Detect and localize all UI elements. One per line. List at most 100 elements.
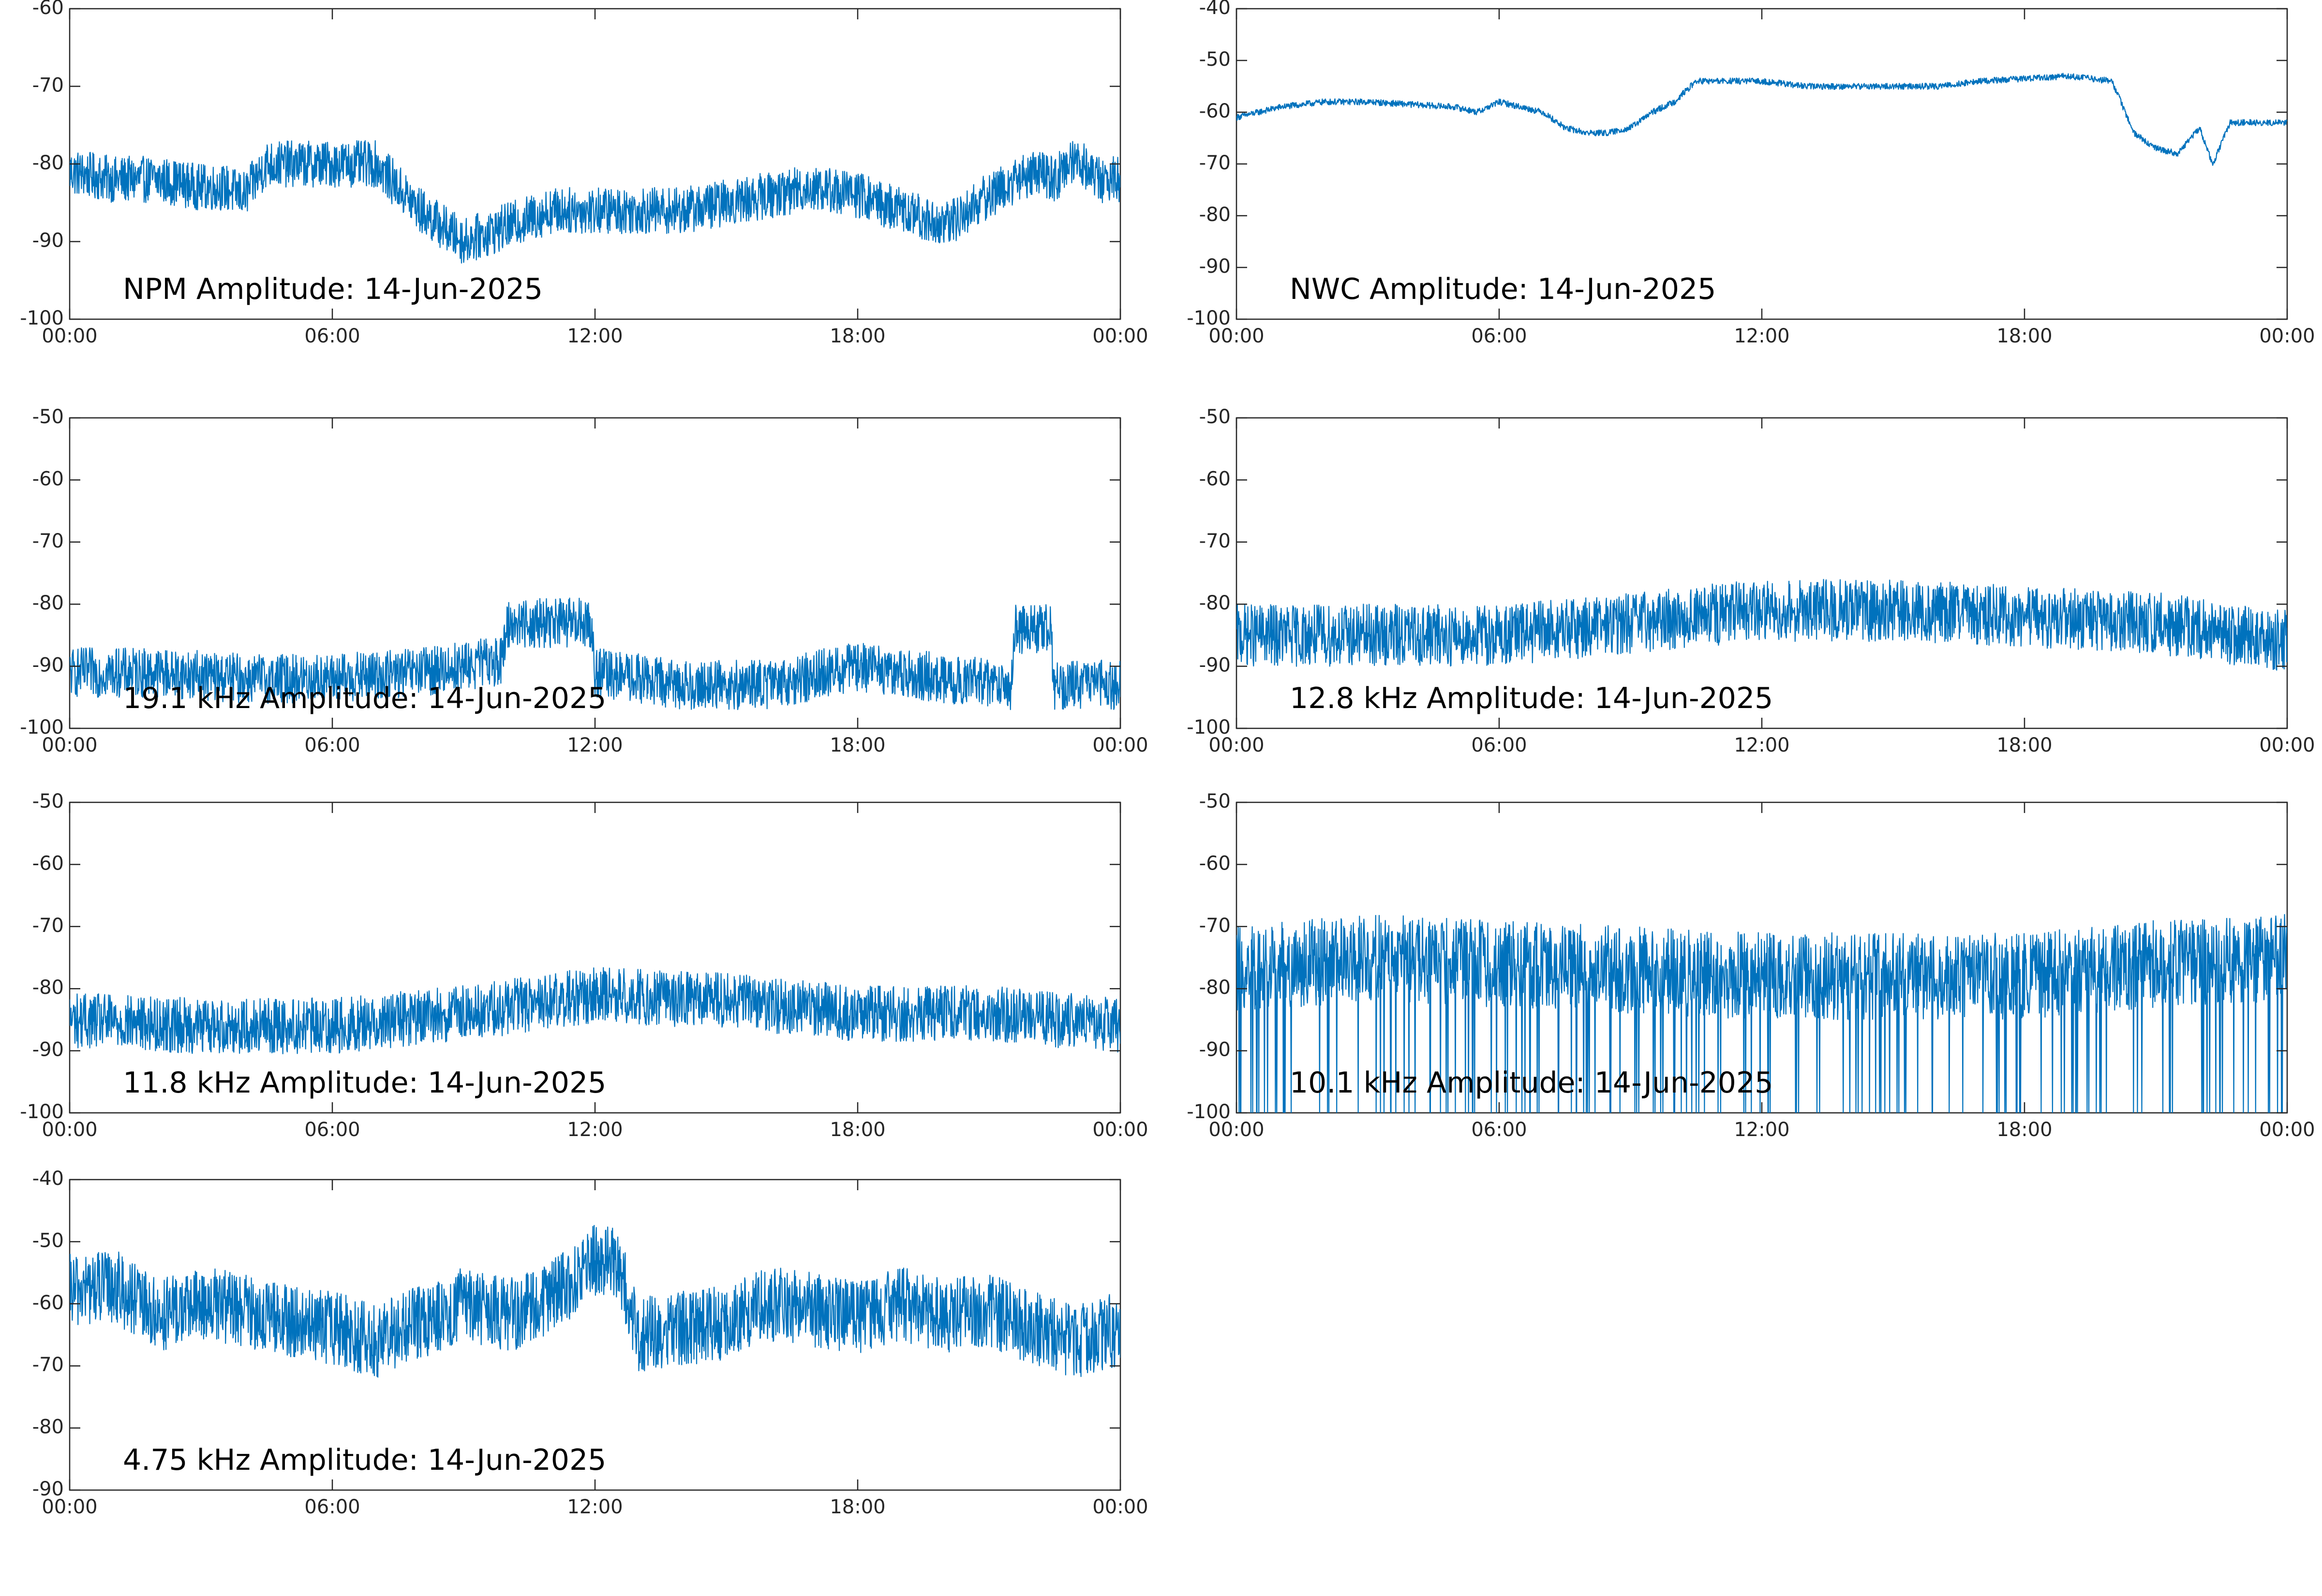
y-tick-label: -80 [32, 592, 64, 614]
x-tick-label: 18:00 [830, 734, 885, 756]
chart-title: 11.8 kHz Amplitude: 14-Jun-2025 [123, 1066, 606, 1100]
x-tick-label: 12:00 [1734, 734, 1789, 756]
y-tick-label: -80 [1199, 204, 1231, 226]
x-tick-label: 00:00 [1208, 1119, 1264, 1141]
y-tick-label: -50 [32, 1229, 64, 1252]
y-tick-label: -80 [1199, 976, 1231, 999]
x-tick-label: 00:00 [1208, 325, 1264, 347]
series-line [1236, 579, 2287, 671]
chart-panel: -90 -80 -70 -60 -50 -40 00:00 06:00 12:00 18:00 00… [32, 1167, 1148, 1518]
y-tick-label: -100 [1187, 1101, 1231, 1123]
plot-frame [69, 801, 1121, 1114]
x-tick-label: 00:00 [1092, 325, 1148, 347]
y-tick-label: -40 [32, 1167, 64, 1190]
y-tick-label: -70 [32, 530, 64, 552]
y-tick-label: -70 [32, 915, 64, 937]
y-tick-label: -90 [32, 654, 64, 677]
y-tick-label: -60 [1199, 852, 1231, 874]
y-tick-label: -80 [32, 976, 64, 999]
y-tick-label: -100 [1187, 716, 1231, 739]
x-tick-label: 06:00 [1471, 734, 1527, 756]
series-line [1236, 914, 2287, 1113]
x-tick-label: 18:00 [830, 1496, 885, 1518]
y-tick-label: -70 [1199, 152, 1231, 174]
y-tick-label: -60 [32, 852, 64, 874]
x-tick-label: 06:00 [304, 325, 360, 347]
y-tick-label: -100 [20, 307, 64, 329]
series-line [70, 1225, 1120, 1378]
x-tick-label: 12:00 [1734, 1119, 1789, 1141]
y-tick-label: -90 [32, 1039, 64, 1061]
x-tick-label: 00:00 [1092, 1496, 1148, 1518]
x-tick-label: 00:00 [42, 1496, 97, 1518]
series-line [1236, 73, 2287, 166]
x-tick-label: 00:00 [1092, 734, 1148, 756]
y-tick-label: -60 [32, 1292, 64, 1314]
x-tick-label: 06:00 [304, 1119, 360, 1141]
y-tick-label: -70 [1199, 915, 1231, 937]
y-tick-label: -60 [32, 468, 64, 490]
x-tick-label: 18:00 [1996, 734, 2052, 756]
y-tick-label: -60 [1199, 468, 1231, 490]
plot-frame [69, 8, 1121, 320]
x-tick-label: 12:00 [567, 325, 623, 347]
x-tick-label: 00:00 [2259, 325, 2315, 347]
chart-title: 10.1 kHz Amplitude: 14-Jun-2025 [1290, 1066, 1773, 1100]
y-tick-label: -50 [1199, 790, 1231, 813]
x-tick-label: 18:00 [830, 325, 885, 347]
plot-frame [1235, 8, 2288, 320]
x-tick-label: 00:00 [2259, 1119, 2315, 1141]
y-tick-label: -80 [1199, 592, 1231, 614]
y-tick-label: -100 [20, 716, 64, 739]
y-tick-label: -70 [32, 74, 64, 97]
y-tick-label: -80 [32, 152, 64, 174]
y-tick-label: -40 [1199, 0, 1231, 19]
chart-panel: -100 -90 -80 -70 -60 -50 00:00 06:00 12:00 18:00 0… [20, 406, 1148, 756]
series-line [70, 597, 1120, 710]
y-tick-label: -100 [20, 1101, 64, 1123]
y-tick-label: -90 [32, 230, 64, 252]
plot-frame [1235, 417, 2288, 729]
chart-panel: -100 -90 -80 -70 -60 -50 -40 00:00 06:00 12:00 18:… [1187, 0, 2315, 347]
chart-panel: -100 -90 -80 -70 -60 -50 00:00 06:00 12:00 18:00 0… [1187, 406, 2315, 756]
x-tick-label: 06:00 [304, 734, 360, 756]
y-tick-label: -90 [32, 1478, 64, 1500]
x-tick-label: 00:00 [42, 734, 97, 756]
x-tick-label: 00:00 [2259, 734, 2315, 756]
y-tick-label: -70 [1199, 530, 1231, 552]
x-tick-label: 06:00 [1471, 325, 1527, 347]
x-tick-label: 06:00 [1471, 1119, 1527, 1141]
x-tick-label: 18:00 [1996, 325, 2052, 347]
y-tick-label: -50 [1199, 406, 1231, 428]
y-tick-label: -90 [1199, 1039, 1231, 1061]
chart-title: 12.8 kHz Amplitude: 14-Jun-2025 [1290, 681, 1773, 715]
y-tick-label: -50 [32, 790, 64, 813]
y-tick-label: -100 [1187, 307, 1231, 329]
series-line [70, 140, 1120, 264]
x-tick-label: 00:00 [1092, 1119, 1148, 1141]
x-tick-label: 06:00 [304, 1496, 360, 1518]
x-tick-label: 18:00 [830, 1119, 885, 1141]
x-tick-label: 12:00 [567, 734, 623, 756]
chart-title: NPM Amplitude: 14-Jun-2025 [123, 272, 543, 306]
y-tick-label: -50 [32, 406, 64, 428]
chart-title: 19.1 kHz Amplitude: 14-Jun-2025 [123, 681, 606, 715]
y-tick-label: -50 [1199, 48, 1231, 71]
chart-panel: -100 -90 -80 -70 -60 -50 00:00 06:00 12:00 18:00 0… [1187, 790, 2315, 1141]
x-tick-label: 12:00 [1734, 325, 1789, 347]
y-tick-label: -80 [32, 1416, 64, 1438]
y-tick-label: -70 [32, 1354, 64, 1376]
chart-title: NWC Amplitude: 14-Jun-2025 [1290, 272, 1716, 306]
chart-panel: -100 -90 -80 -70 -60 -50 00:00 06:00 12:00 18:00 0… [20, 790, 1148, 1141]
series-line [70, 967, 1120, 1054]
y-tick-label: -60 [1199, 100, 1231, 122]
x-tick-label: 00:00 [42, 325, 97, 347]
chart-panel: -100 -90 -80 -70 -60 00:00 06:00 12:00 18:00 00:0… [20, 0, 1148, 347]
x-tick-label: 00:00 [42, 1119, 97, 1141]
y-tick-label: -60 [32, 0, 64, 19]
y-tick-label: -90 [1199, 654, 1231, 677]
y-tick-label: -90 [1199, 255, 1231, 278]
x-tick-label: 12:00 [567, 1496, 623, 1518]
x-tick-label: 12:00 [567, 1119, 623, 1141]
